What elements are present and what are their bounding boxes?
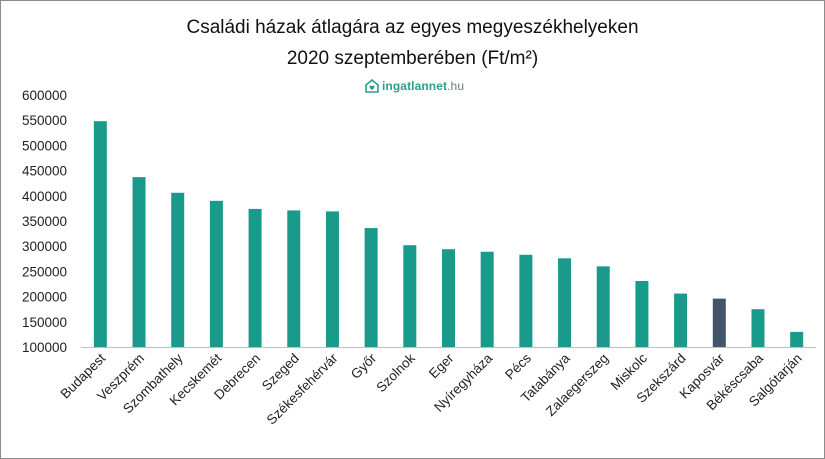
logo-wordmark: ingatlannet.hu — [382, 79, 464, 93]
y-tick-label: 250000 — [22, 264, 67, 279]
y-tick-label: 100000 — [22, 340, 67, 355]
bar-szolnok — [403, 245, 417, 347]
logo-brand: ingatlannet — [382, 79, 448, 93]
x-tick-label: Székesfehérvár — [264, 350, 341, 427]
bar-szombathely — [171, 192, 185, 347]
bar-nyíregyháza — [480, 251, 494, 347]
x-tick-label: Eger — [426, 350, 457, 381]
y-tick-label: 350000 — [22, 214, 67, 229]
chart-title-line-1: Családi házak átlagára az egyes megyeszé… — [186, 17, 639, 38]
bar-salgótarján — [790, 331, 804, 347]
bar-kecskemét — [209, 200, 223, 347]
y-tick-label: 150000 — [22, 315, 67, 330]
bar-pécs — [519, 254, 533, 347]
bar-kaposvár — [712, 298, 726, 347]
bar-debrecen — [248, 208, 262, 347]
logo-domain: .hu — [447, 79, 465, 93]
bar-zalaegerszeg — [596, 266, 610, 347]
y-tick-label: 550000 — [22, 113, 67, 128]
bar-tatabánya — [558, 258, 572, 347]
y-tick-label: 450000 — [22, 164, 67, 179]
y-tick-label: 500000 — [22, 138, 67, 153]
bar-szeged — [287, 210, 301, 347]
y-tick-label: 600000 — [22, 88, 67, 103]
bar-győr — [364, 228, 378, 347]
bar-szekszárd — [674, 293, 688, 347]
bar-budapest — [93, 121, 107, 347]
x-tick-label: Győr — [348, 350, 380, 382]
x-tick-label: Pécs — [502, 350, 534, 382]
bar-békéscsaba — [751, 309, 765, 347]
x-tick-label: Szolnok — [373, 350, 418, 395]
y-tick-label: 400000 — [22, 189, 67, 204]
y-tick-label: 200000 — [22, 290, 67, 305]
y-tick-label: 300000 — [22, 239, 67, 254]
ingatlannet-logo: ingatlannet.hu — [365, 77, 464, 95]
bar-székesfehérvár — [325, 211, 339, 347]
chart-title-line-2: 2020 szeptemberében (Ft/m²) — [286, 48, 539, 69]
bar-miskolc — [635, 280, 649, 347]
bar-veszprém — [132, 177, 146, 347]
house-heart-icon — [365, 79, 379, 93]
bar-eger — [442, 249, 455, 347]
